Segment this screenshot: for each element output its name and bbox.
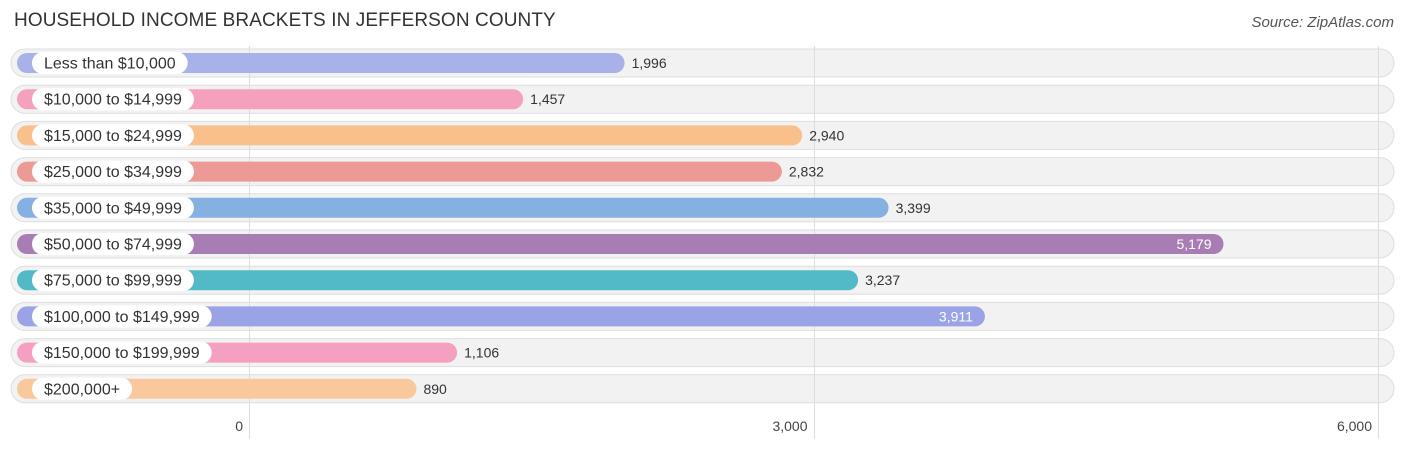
x-tick-label: 3,000	[772, 418, 807, 434]
category-label-pill	[32, 377, 133, 400]
chart-source: Source: ZipAtlas.com	[1251, 14, 1394, 31]
value-label: 3,399	[896, 200, 931, 216]
category-label-pill	[32, 196, 194, 219]
category-label-pill	[32, 233, 194, 255]
chart-title: HOUSEHOLD INCOME BRACKETS IN JEFFERSON C…	[14, 10, 556, 31]
category-label: $35,000 to $49,999	[44, 200, 182, 217]
category-label: $15,000 to $24,999	[44, 128, 182, 145]
category-label-pill	[32, 52, 188, 74]
category-label-pill	[32, 160, 194, 183]
category-label-pill	[32, 305, 212, 328]
bar	[17, 125, 803, 146]
bar	[17, 270, 859, 291]
bar	[17, 197, 889, 218]
category-label: $25,000 to $34,999	[44, 164, 182, 181]
value-label: 3,237	[865, 272, 900, 288]
category-label-pill	[32, 124, 194, 147]
category-label: $100,000 to $149,999	[44, 309, 200, 326]
bar	[17, 306, 985, 327]
category-label: $200,000+	[44, 381, 120, 398]
category-label: $75,000 to $99,999	[44, 273, 182, 290]
value-label: 890	[423, 381, 447, 397]
value-label: 5,179	[1176, 236, 1211, 252]
category-label: $50,000 to $74,999	[44, 237, 182, 254]
category-label-pill	[32, 341, 212, 364]
value-label: 1,457	[530, 91, 565, 107]
value-label: 1,106	[464, 345, 499, 361]
bar	[17, 161, 782, 182]
value-label: 3,911	[939, 308, 973, 324]
x-tick-label: 6,000	[1337, 418, 1372, 434]
category-label: Less than $10,000	[44, 56, 176, 73]
value-label: 1,996	[632, 55, 667, 71]
category-label-pill	[32, 88, 194, 111]
x-axis-ticks: 0 3,000 6,000	[235, 418, 1372, 434]
category-label-pill	[32, 269, 194, 292]
category-label: $150,000 to $199,999	[44, 345, 200, 362]
value-label: 2,940	[809, 127, 844, 143]
bars: Less than $10,000 1,996 $10,000 to $14,999…	[17, 52, 1224, 400]
value-label: 2,832	[789, 164, 824, 180]
category-label: $10,000 to $14,999	[44, 92, 182, 109]
x-tick-label: 0	[235, 418, 243, 434]
bar	[17, 234, 1224, 254]
